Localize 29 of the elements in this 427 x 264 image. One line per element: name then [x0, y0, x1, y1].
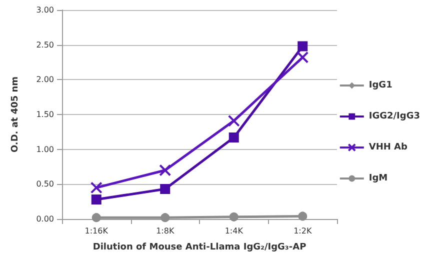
- point: [296, 51, 309, 64]
- point: [92, 213, 101, 222]
- point: [228, 114, 240, 127]
- y-tick-label: 2.50: [36, 40, 54, 50]
- point: [298, 41, 308, 52]
- point: [160, 184, 170, 194]
- y-tick-label: 1.50: [36, 110, 54, 119]
- y-tick-label: 0.00: [36, 214, 54, 224]
- y-tick-label: 1.00: [36, 144, 54, 154]
- point: [298, 212, 308, 221]
- x-tick-label: 1:8K: [156, 226, 175, 236]
- y-axis-title: O.D. at 405 nm: [10, 76, 20, 153]
- x-axis-title: Dilution of Mouse Anti-Llama IgG₂/IgG₃-AP: [92, 242, 307, 252]
- y-tick-label: 2.00: [36, 75, 54, 84]
- y-tick-label: 3.00: [36, 6, 54, 14]
- x-tick-label: 1:2K: [294, 226, 312, 236]
- legend-label: IgG1: [368, 80, 392, 90]
- point: [228, 132, 239, 142]
- y-tick-label: 0.50: [36, 180, 54, 189]
- point: [90, 182, 102, 194]
- point: [91, 194, 102, 204]
- point: [160, 213, 170, 222]
- x-tick-label: 1:16K: [84, 226, 109, 236]
- legend-label: IgM: [368, 174, 388, 184]
- legend-label: IGG2/IgG3: [368, 112, 420, 122]
- x-tick-label: 1:4K: [224, 226, 244, 236]
- legend-label: VHH Ab: [368, 142, 408, 152]
- point: [159, 164, 172, 176]
- point: [229, 212, 238, 222]
